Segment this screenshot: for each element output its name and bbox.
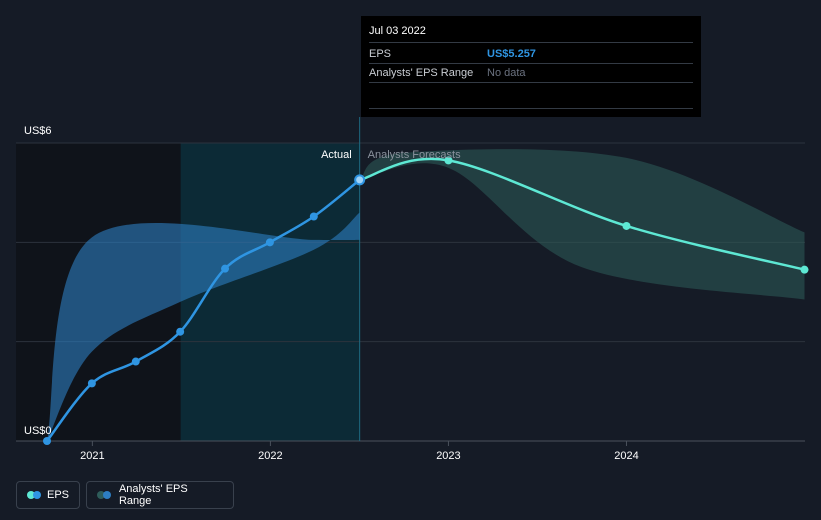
past-range-area: [47, 212, 360, 441]
legend-eps-button[interactable]: EPS: [16, 481, 80, 509]
eps-actual-point: [265, 238, 274, 247]
label-layer: 2021 2022 2023 2024 US$0 US$6 Actual Analysts F…: [24, 125, 639, 462]
y-tick-label: US$0: [24, 425, 52, 437]
eps-actual-point: [221, 264, 230, 273]
forecast-section-label: Analysts Forecasts: [368, 149, 461, 161]
tooltip-eps-value: US$5.257: [487, 48, 536, 60]
tooltip-range-row: Analysts' EPS Range No data: [369, 64, 693, 83]
forecast-range-area: [359, 149, 805, 300]
eps-forecast-point: [444, 156, 453, 165]
y-tick-label: US$6: [24, 125, 52, 137]
eps-forecast-line: [359, 157, 805, 271]
line-layer: [43, 156, 809, 445]
tooltip-range-value: No data: [487, 67, 526, 79]
tooltip-range-label: Analysts' EPS Range: [369, 67, 474, 79]
eps-actual-point: [131, 357, 140, 366]
x-tick-label: 2021: [80, 450, 104, 462]
x-tick-label: 2022: [258, 450, 282, 462]
tooltip-divider: [369, 108, 693, 109]
tooltip-eps-row: EPS US$5.257: [369, 45, 693, 64]
actual-section-label: Actual: [321, 149, 352, 161]
eps-legend-icon: [27, 491, 41, 499]
eps-actual-point: [354, 174, 366, 186]
grid-layer: [16, 117, 805, 446]
highlight-region: [180, 143, 360, 441]
eps-forecast-point: [622, 221, 631, 230]
legend-eps-label: EPS: [46, 489, 69, 501]
eps-actual-point: [309, 212, 318, 221]
tooltip-eps-label: EPS: [369, 48, 392, 60]
eps-actual-point: [43, 437, 51, 445]
x-tick-label: 2024: [614, 450, 638, 462]
legend-range-button[interactable]: Analysts' EPS Range: [86, 481, 234, 509]
tooltip-date: Jul 03 2022: [369, 24, 693, 43]
range-legend-icon: [97, 491, 111, 499]
x-tick-label: 2023: [436, 450, 460, 462]
eps-actual-point: [176, 327, 185, 336]
eps-forecast-point: [800, 265, 809, 274]
legend-range-label: Analysts' EPS Range: [118, 483, 188, 507]
area-layer: [47, 149, 805, 441]
hover-tooltip: Jul 03 2022 EPS US$5.257 Analysts' EPS R…: [361, 16, 701, 117]
eps-actual-point: [87, 379, 96, 388]
